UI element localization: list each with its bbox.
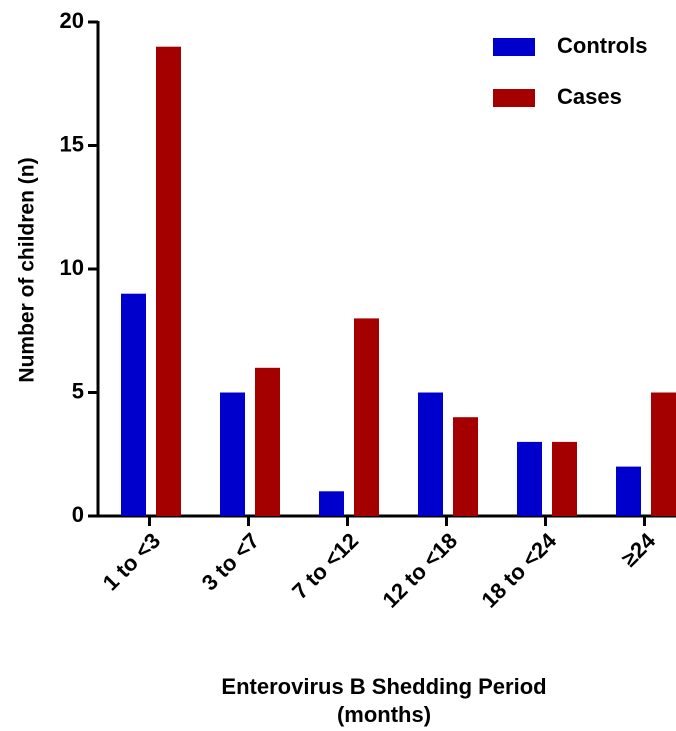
x-axis-label: Enterovirus B Shedding Period [221, 674, 546, 699]
x-axis-label: (months) [337, 702, 431, 727]
legend-label: Cases [557, 84, 622, 109]
y-axis-label: Number of children (n) [16, 157, 39, 382]
x-tick-label: 18 to <24 [476, 527, 561, 612]
x-tick-label: 3 to <7 [197, 528, 264, 595]
y-tick-label: 15 [60, 131, 84, 156]
bar [453, 417, 478, 516]
bar [319, 491, 344, 516]
bar [255, 367, 280, 516]
y-tick-label: 10 [60, 255, 84, 280]
bar [517, 441, 542, 516]
legend-label: Controls [557, 33, 647, 58]
bar [418, 392, 443, 516]
bar [354, 318, 379, 516]
x-tick-label: ≥24 [617, 527, 661, 571]
y-tick-label: 20 [60, 8, 84, 33]
y-tick-label: 5 [72, 378, 84, 403]
bar [651, 392, 676, 516]
x-tick-label: 12 to <18 [377, 528, 462, 613]
bar [220, 392, 245, 516]
bar [156, 46, 181, 516]
x-tick-label: 1 to <3 [98, 528, 165, 595]
bar [121, 293, 146, 516]
bar [552, 441, 577, 516]
legend-swatch [493, 38, 535, 56]
legend-swatch [493, 89, 535, 107]
x-tick-label: 7 to <12 [287, 528, 363, 604]
bar [616, 466, 641, 516]
y-tick-label: 0 [72, 502, 84, 527]
